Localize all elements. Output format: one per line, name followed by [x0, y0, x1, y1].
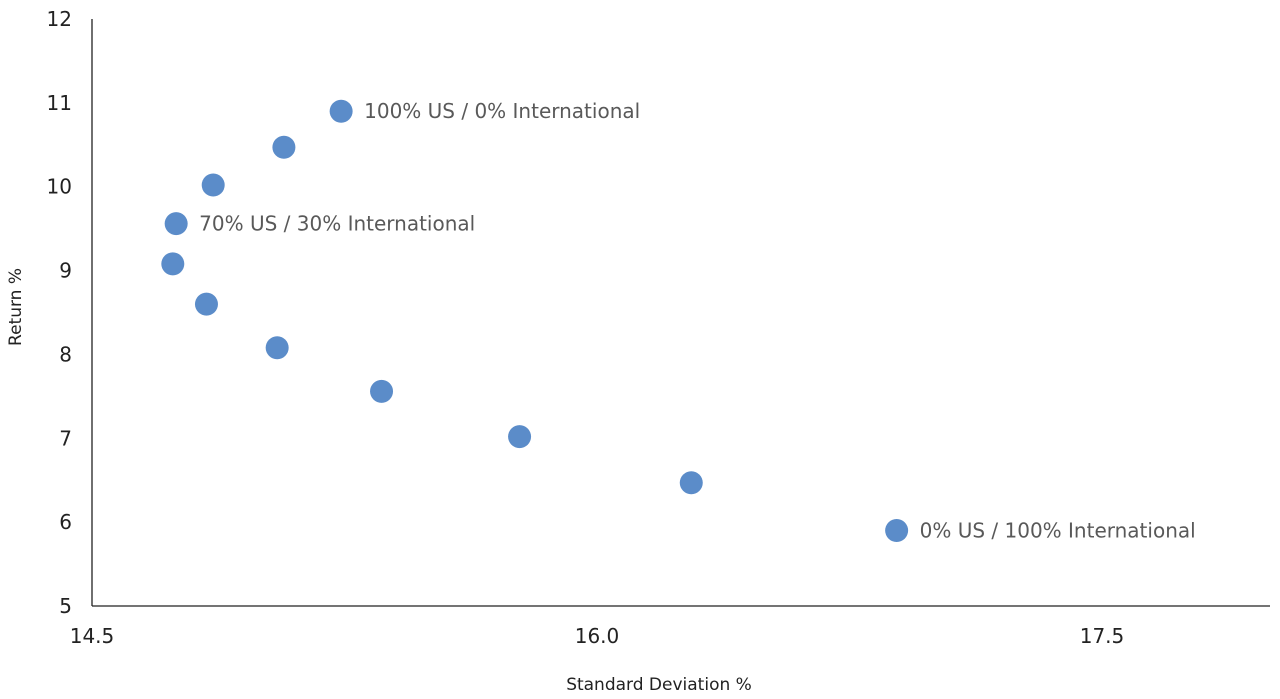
axes	[91, 19, 1270, 607]
x-tick-labels: 14.5 16.0 17.5	[70, 624, 1125, 648]
data-points	[161, 99, 909, 543]
x-tick-label: 14.5	[70, 624, 115, 648]
data-point	[272, 135, 296, 159]
data-point-label: 0% US / 100% International	[920, 519, 1196, 543]
x-axis-title: Standard Deviation %	[566, 675, 752, 695]
data-point	[329, 99, 353, 123]
y-tick-label: 10	[47, 175, 72, 199]
data-point	[885, 519, 909, 543]
y-tick-label: 11	[47, 91, 72, 115]
x-tick-label: 17.5	[1080, 624, 1125, 648]
data-point	[201, 173, 225, 197]
data-point	[265, 336, 289, 360]
data-point	[679, 471, 703, 495]
y-tick-label: 5	[59, 594, 72, 618]
y-axis-title: Return %	[6, 268, 26, 346]
point-labels: 100% US / 0% International 70% US / 30% I…	[199, 99, 1196, 542]
data-point	[370, 379, 394, 403]
data-point	[161, 252, 185, 276]
data-point-label: 100% US / 0% International	[364, 99, 640, 123]
y-tick-label: 8	[59, 342, 72, 366]
data-point	[508, 425, 532, 449]
y-tick-labels: 5 6 7 8 9 10 11 12	[47, 7, 72, 618]
data-point	[194, 292, 218, 316]
y-tick-label: 9	[59, 259, 72, 283]
x-tick-label: 16.0	[575, 624, 620, 648]
data-point-label: 70% US / 30% International	[199, 212, 475, 236]
y-tick-label: 6	[59, 510, 72, 534]
y-tick-label: 7	[59, 426, 72, 450]
data-point	[164, 212, 188, 236]
y-tick-label: 12	[47, 7, 72, 31]
